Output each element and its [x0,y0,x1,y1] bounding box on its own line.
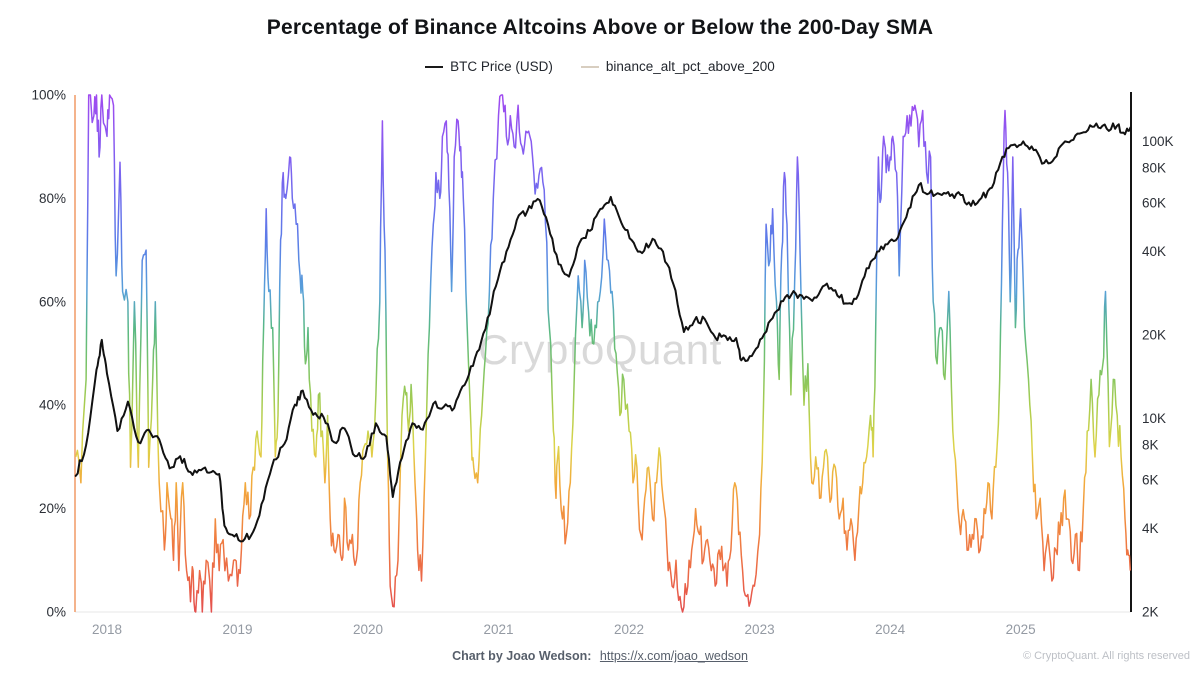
left-axis-tick-label: 100% [31,88,66,103]
legend-label-alt-pct: binance_alt_pct_above_200 [605,59,775,74]
btc-price-line-series [74,122,1132,543]
alt-pct-swatch-icon [580,65,599,68]
right-axis-tick-label: 80K [1142,161,1166,176]
legend-item-btc-price[interactable]: BTC Price (USD) [425,59,553,74]
left-axis-tick-label: 0% [46,605,66,620]
x-axis-tick-label: 2024 [875,622,906,637]
left-axis-tick-label: 60% [39,294,66,309]
right-axis-tick-label: 20K [1142,327,1166,342]
footer-credit: Chart by Joao Wedson: https://x.com/joao… [0,649,1200,663]
right-axis-tick-label: 40K [1142,244,1166,259]
credit-author: Chart by Joao Wedson: [452,649,592,663]
right-axis-tick-label: 100K [1142,134,1174,149]
right-axis-tick-label: 8K [1142,438,1159,453]
right-axis-tick-label: 6K [1142,472,1159,487]
right-axis-tick-label: 4K [1142,521,1159,536]
legend-item-alt-pct[interactable]: binance_alt_pct_above_200 [580,59,775,74]
alt-pct-line-series [74,94,1132,613]
left-axis-tick-label: 80% [39,191,66,206]
right-axis-tick-label: 2K [1142,605,1159,620]
left-axis-tick-label: 40% [39,398,66,413]
left-axis-tick-label: 20% [39,501,66,516]
x-axis-tick-label: 2019 [222,622,252,637]
right-axis-tick-label: 10K [1142,411,1166,426]
btc-line-swatch-icon [425,65,444,68]
legend-label-btc-price: BTC Price (USD) [450,59,553,74]
x-axis-tick-label: 2022 [614,622,644,637]
x-axis-tick-label: 2020 [353,622,383,637]
chart-title: Percentage of Binance Altcoins Above or … [266,16,934,39]
cryptoquant-watermark: CryptoQuant [478,326,722,373]
copyright-notice: © CryptoQuant. All rights reserved [1022,650,1190,662]
x-axis-tick-label: 2023 [745,622,775,637]
right-axis-tick-label: 60K [1142,195,1166,210]
credit-link[interactable]: https://x.com/joao_wedson [599,649,748,663]
x-axis-tick-label: 2025 [1006,622,1036,637]
x-axis-tick-label: 2018 [92,622,122,637]
x-axis-tick-label: 2021 [484,622,514,637]
legend: BTC Price (USD) binance_alt_pct_above_20… [0,59,1200,74]
